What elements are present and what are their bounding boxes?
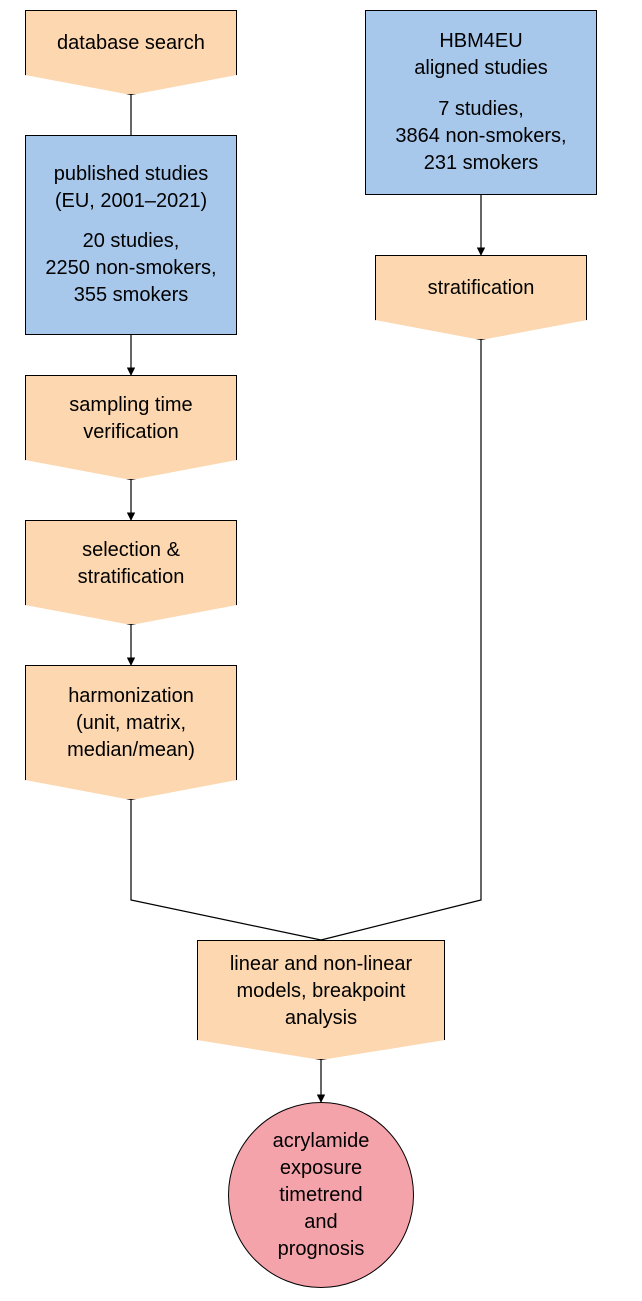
flowchart-canvas: database search published studies(EU, 200…	[0, 0, 642, 1301]
node-harmonization: harmonization(unit, matrix,median/mean)	[25, 665, 237, 800]
node-text-line: linear and non-linear	[208, 951, 434, 978]
node-text-line: 231 smokers	[395, 150, 566, 177]
edge	[131, 800, 321, 940]
node-text-line: published studies	[45, 161, 216, 188]
node-text-line: stratification	[36, 564, 226, 591]
node-text-line: 3864 non-smokers,	[395, 123, 566, 150]
node-sel_strat: selection &stratification	[25, 520, 237, 625]
node-text-line: 7 studies,	[395, 96, 566, 123]
node-text-line: harmonization	[36, 683, 226, 710]
node-text-line: aligned studies	[395, 55, 566, 82]
node-text-line: (EU, 2001–2021)	[45, 188, 216, 215]
node-text-line: sampling time	[36, 392, 226, 419]
node-text-line: 355 smokers	[45, 282, 216, 309]
node-text-line: analysis	[208, 1005, 434, 1032]
node-text-line: verification	[36, 419, 226, 446]
node-text-line: selection &	[36, 537, 226, 564]
node-text-line: (unit, matrix,	[36, 710, 226, 737]
node-db_search: database search	[25, 10, 237, 95]
node-text-line: acrylamide	[273, 1128, 370, 1155]
node-sampling_time: sampling timeverification	[25, 375, 237, 480]
node-text-line: timetrend	[273, 1182, 370, 1209]
node-text-line: stratification	[386, 275, 576, 302]
node-text-line: HBM4EU	[395, 28, 566, 55]
node-text-line: and	[273, 1209, 370, 1236]
node-hbm4eu: HBM4EUaligned studies 7 studies,3864 non…	[365, 10, 597, 195]
node-published: published studies(EU, 2001–2021) 20 stud…	[25, 135, 237, 335]
node-stratification_r: stratification	[375, 255, 587, 340]
node-text-line: 20 studies,	[45, 228, 216, 255]
node-text-line: models, breakpoint	[208, 978, 434, 1005]
node-text-line: exposure	[273, 1155, 370, 1182]
node-text-line: database search	[36, 30, 226, 57]
node-text-line	[45, 215, 216, 229]
edge	[321, 340, 481, 940]
node-text-line: 2250 non-smokers,	[45, 255, 216, 282]
node-text-line	[395, 82, 566, 96]
node-text-line: prognosis	[273, 1236, 370, 1263]
node-models: linear and non-linearmodels, breakpointa…	[197, 940, 445, 1060]
node-result: acrylamideexposuretimetrendandprognosis	[228, 1102, 414, 1288]
node-text-line: median/mean)	[36, 737, 226, 764]
